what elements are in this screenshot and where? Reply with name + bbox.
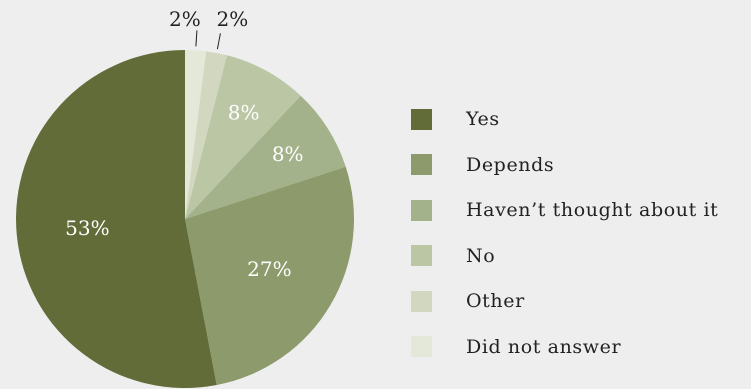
legend-label-havent-thought: Haven’t thought about it <box>466 199 719 222</box>
legend-label-no: No <box>466 244 496 267</box>
pie-slice-haven-t-thought-about-it <box>185 95 346 219</box>
pie-slice-did-not-answer <box>185 50 207 219</box>
legend-swatch-no <box>411 245 432 267</box>
legend-item-yes: Yes <box>411 108 718 130</box>
pie-label-other: 2% <box>217 7 249 31</box>
pie-slice-depends <box>185 166 355 386</box>
legend-label-depends: Depends <box>466 153 555 176</box>
pie-slice-other <box>185 51 228 219</box>
pie-slice-no <box>185 55 301 220</box>
leader-line-other <box>216 33 221 50</box>
legend-swatch-depends <box>411 154 432 176</box>
legend-swatch-havent-thought <box>411 199 432 221</box>
pie-slice-yes <box>16 50 217 388</box>
legend-label-yes: Yes <box>466 108 500 130</box>
legend-swatch-did-not-answer <box>411 336 432 358</box>
pie-label-yes: 53% <box>65 216 109 240</box>
legend-label-other: Other <box>466 290 525 313</box>
pie-label-haven-t-thought-about-it: 8% <box>272 142 304 166</box>
legend-item-depends: Depends <box>411 154 718 176</box>
legend-swatch-other <box>411 290 432 312</box>
pie-label-depends: 27% <box>247 257 291 281</box>
legend-label-did-not-answer: Did not answer <box>466 335 622 358</box>
legend-swatch-yes <box>411 108 432 130</box>
legend-item-did-not-answer: Did not answer <box>411 336 718 358</box>
leader-line-did-not-answer <box>195 30 198 47</box>
legend: Yes Depends Haven’t thought about it No … <box>411 108 718 382</box>
legend-item-havent-thought: Haven’t thought about it <box>411 199 718 221</box>
pie-slices <box>16 50 355 388</box>
legend-item-other: Other <box>411 290 718 312</box>
pie-labels: 2% 2% 8% 8% 27% 53% <box>65 7 303 281</box>
pie-label-no: 8% <box>228 100 260 124</box>
legend-item-no: No <box>411 245 718 267</box>
pie-label-did-not-answer: 2% <box>169 7 201 31</box>
